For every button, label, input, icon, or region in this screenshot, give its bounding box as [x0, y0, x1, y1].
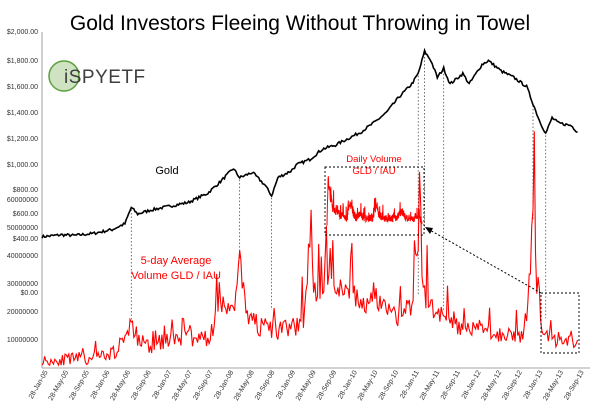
y-tick-volume: 60000000	[7, 197, 38, 204]
daily-volume-label-2: GLD / IAU	[352, 166, 395, 177]
y-tick-price: $1,600.00	[7, 84, 38, 91]
avg-volume-label-2: Volume GLD / IAU	[131, 270, 221, 282]
y-tick-volume: 20000000	[7, 309, 38, 316]
series-daily-volume-line	[326, 176, 423, 226]
y-tick-price: $800.00	[13, 187, 38, 194]
arrowhead-icon	[425, 227, 433, 234]
y-axis-volume-ticks: 60000000 50000000 40000000 30000000 20000000…	[7, 197, 38, 344]
inset-box	[324, 166, 425, 236]
y-tick-price: $1,200.00	[7, 136, 38, 143]
daily-volume-label-1: Daily Volume	[346, 154, 401, 165]
logo: iSPYETF	[48, 60, 146, 92]
y-tick-price: $1,000.00	[7, 162, 38, 169]
y-axis-price-ticks: $2,000.00 $1,800.00 $1,600.00 $1,400.00 $1,2…	[7, 29, 38, 297]
y-tick-volume: 30000000	[7, 281, 38, 288]
y-tick-price: $1,800.00	[7, 58, 38, 65]
avg-volume-label-1: 5-day Average	[141, 255, 212, 267]
chart-title: Gold Investors Fleeing Without Throwing …	[70, 12, 530, 35]
y-tick-price: $400.00	[13, 236, 38, 243]
y-tick-price: $0.00	[20, 290, 38, 297]
zoom-connector-arrow	[427, 228, 542, 294]
y-tick-volume: 40000000	[7, 253, 38, 260]
series-5day-volume-line	[41, 131, 579, 367]
recent-zoom-box	[540, 292, 580, 354]
y-tick-price: $2,000.00	[7, 29, 38, 36]
logo-text: iSPYETF	[64, 67, 146, 88]
series-gold-line	[41, 47, 578, 239]
y-tick-volume: 50000000	[7, 225, 38, 232]
inset-daily-volume: Daily Volume GLD / IAU	[324, 154, 425, 236]
gold-label: Gold	[155, 165, 178, 177]
y-tick-price: $600.00	[13, 211, 38, 218]
logo-globe-icon	[48, 60, 80, 92]
y-tick-price: $1,400.00	[7, 110, 38, 117]
y-tick-volume: 10000000	[7, 337, 38, 344]
